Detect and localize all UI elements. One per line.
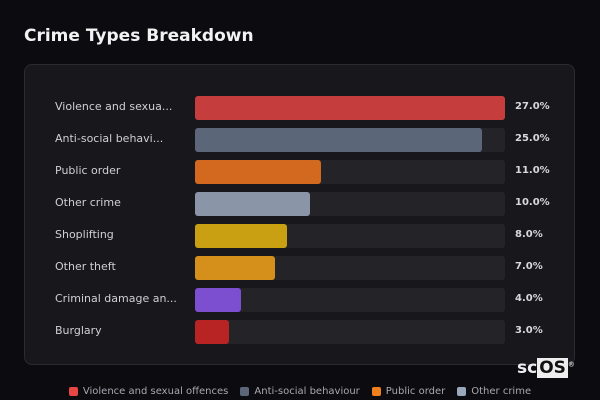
category-label: Criminal damage an... — [55, 292, 177, 305]
legend-label: Other crime — [471, 386, 532, 397]
bar — [195, 320, 230, 344]
chart-title: Crime Types Breakdown — [24, 26, 254, 46]
value-label: 8.0% — [515, 229, 543, 240]
bar-track — [195, 256, 505, 280]
bar-track — [195, 320, 505, 344]
value-label: 27.0% — [515, 101, 550, 112]
value-label: 11.0% — [515, 165, 550, 176]
category-label: Violence and sexua... — [55, 100, 173, 113]
bar-track — [195, 288, 505, 312]
category-label: Public order — [55, 164, 121, 177]
legend-item: Anti-social behaviour — [240, 386, 360, 397]
bar — [195, 192, 310, 216]
legend-item: Public order — [371, 386, 446, 397]
category-label: Other crime — [55, 196, 121, 209]
legend-item: Violence and sexual offences — [68, 386, 229, 397]
scos-logo: sc OS ® — [517, 358, 575, 378]
value-label: 25.0% — [515, 133, 550, 144]
bar-row: Public order 11.0% — [25, 160, 574, 184]
bar-track — [195, 224, 505, 248]
bar-row: Anti-social behavi... 25.0% — [25, 128, 574, 152]
value-label: 10.0% — [515, 197, 550, 208]
bar-track — [195, 128, 505, 152]
legend-label: Violence and sexual offences — [82, 386, 229, 397]
legend-item: Other crime — [457, 386, 531, 397]
bar — [195, 288, 241, 312]
bar — [195, 160, 322, 184]
bar-row: Burglary 3.0% — [25, 320, 574, 344]
value-label: 4.0% — [515, 293, 543, 304]
value-label: 3.0% — [515, 325, 543, 336]
legend-swatch — [68, 387, 78, 396]
legend-label: Anti-social behaviour — [254, 386, 360, 397]
category-label: Other theft — [55, 260, 116, 273]
bar-track — [195, 96, 505, 120]
bar-row: Other crime 10.0% — [25, 192, 574, 216]
bar-track — [195, 160, 505, 184]
category-label: Shoplifting — [55, 228, 114, 241]
legend-swatch — [371, 387, 381, 396]
bar-row: Other theft 7.0% — [25, 256, 574, 280]
legend-swatch — [457, 387, 467, 396]
bar — [195, 224, 287, 248]
bar-row: Violence and sexua... 27.0% — [25, 96, 574, 120]
category-label: Burglary — [55, 324, 102, 337]
legend-label: Public order — [385, 386, 446, 397]
bar — [195, 128, 483, 152]
chart-card: Violence and sexua... 27.0% Anti-social b… — [24, 64, 575, 365]
bar-row: Shoplifting 8.0% — [25, 224, 574, 248]
category-label: Anti-social behavi... — [55, 132, 164, 145]
value-label: 7.0% — [515, 261, 543, 272]
legend-swatch — [240, 387, 250, 396]
bar — [195, 256, 276, 280]
bar-track — [195, 192, 505, 216]
bar — [195, 96, 505, 120]
bar-row: Criminal damage an... 4.0% — [25, 288, 574, 312]
legend: Violence and sexual offences Anti-social … — [0, 386, 600, 397]
